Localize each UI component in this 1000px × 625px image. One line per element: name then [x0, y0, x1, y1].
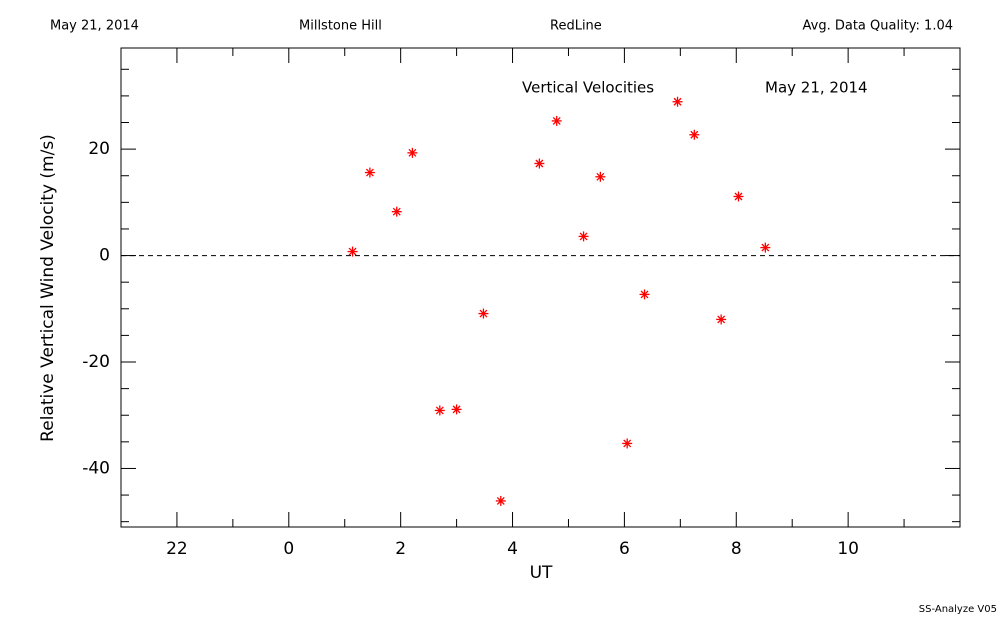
annotation: May 21, 2014 [765, 79, 868, 97]
data-point [578, 231, 589, 242]
y-tick-label: 20 [88, 139, 110, 159]
data-point [760, 242, 771, 253]
header-instrument: RedLine [550, 19, 602, 34]
data-point [534, 158, 545, 169]
header-site: Millstone Hill [299, 19, 382, 34]
data-point [347, 246, 358, 257]
y-tick-label: -40 [82, 458, 110, 478]
data-point [364, 167, 375, 178]
data-point [551, 115, 562, 126]
x-tick-label: 0 [283, 539, 294, 559]
data-point [495, 495, 506, 506]
data-point [478, 308, 489, 319]
data-point [639, 289, 650, 300]
x-tick-label: 8 [731, 539, 742, 559]
data-point [733, 191, 744, 202]
annotation: Vertical Velocities [522, 79, 654, 97]
footer: SS-Analyze V05 [919, 604, 997, 615]
x-tick-label: 4 [507, 539, 518, 559]
data-point [595, 171, 606, 182]
data-point [672, 96, 683, 107]
data-point [407, 147, 418, 158]
y-tick-label: 0 [99, 246, 110, 266]
x-tick-label: 10 [837, 539, 859, 559]
data-point [391, 206, 402, 217]
data-point [451, 404, 462, 415]
y-axis-label: Relative Vertical Wind Velocity (m/s) [38, 134, 58, 442]
header-quality: Avg. Data Quality: 1.04 [803, 19, 953, 34]
x-tick-label: 2 [395, 539, 406, 559]
data-point [716, 314, 727, 325]
header-date: May 21, 2014 [50, 19, 139, 34]
data-point [622, 438, 633, 449]
x-tick-label: 22 [166, 539, 188, 559]
data-point [434, 405, 445, 416]
data-point [689, 129, 700, 140]
y-tick-label: -20 [82, 352, 110, 372]
x-axis-label: UT [530, 563, 553, 583]
plot-frame [120, 47, 961, 528]
x-tick-label: 6 [619, 539, 630, 559]
